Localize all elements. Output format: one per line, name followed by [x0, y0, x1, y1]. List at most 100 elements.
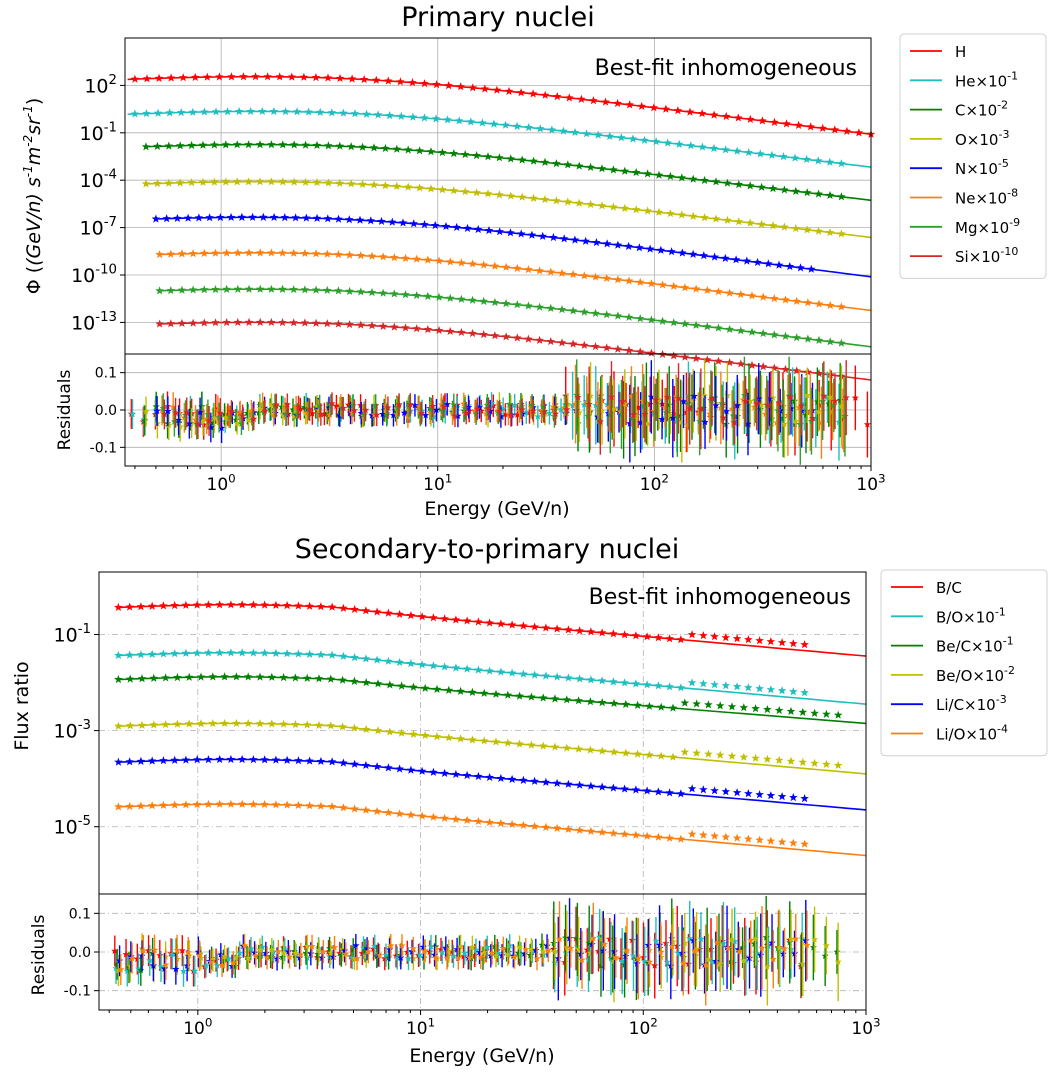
data-point: [196, 719, 206, 728]
residual-point: [589, 934, 597, 942]
data-point: [825, 337, 835, 346]
residual-point: [819, 397, 827, 405]
residual-point: [314, 406, 323, 414]
residual-point: [529, 407, 537, 414]
data-point: [432, 732, 442, 741]
data-point: [557, 305, 567, 314]
data-point: [460, 150, 470, 159]
data-point: [807, 264, 816, 273]
data-point: [200, 107, 209, 116]
data-point: [830, 125, 840, 134]
data-point: [564, 824, 573, 833]
residual-point: [742, 397, 750, 405]
x-tick-labels: 100 101 102 103: [108, 1010, 881, 1039]
data-point: [666, 209, 675, 218]
data-point: [628, 134, 638, 143]
residual-point: [528, 401, 536, 409]
data-point: [367, 251, 377, 260]
data-point: [300, 318, 310, 327]
data-point: [774, 260, 784, 269]
data-point: [356, 320, 366, 329]
data-point: [727, 751, 737, 760]
residual-point: [268, 945, 276, 953]
residual-point: [646, 400, 654, 408]
data-point: [575, 825, 584, 834]
data-point: [403, 145, 413, 154]
data-point: [385, 727, 395, 736]
data-point: [620, 829, 629, 838]
residual-point: [533, 954, 541, 962]
residual-tick-labels: 0.10.0-0.1: [90, 366, 125, 456]
data-point: [323, 214, 333, 223]
residual-point: [538, 406, 546, 414]
data-point: [302, 673, 312, 682]
residual-point: [267, 400, 275, 408]
residual-point: [432, 406, 441, 414]
data-point: [159, 800, 168, 809]
data-point: [249, 648, 258, 657]
residual-point: [696, 417, 704, 425]
data-point: [680, 747, 690, 756]
data-point: [204, 799, 213, 808]
data-point: [314, 720, 324, 729]
data-point: [758, 292, 768, 301]
data-point: [645, 701, 654, 710]
data-point: [516, 229, 526, 238]
data-point: [178, 73, 188, 82]
residual-point: [682, 408, 690, 416]
data-point: [282, 755, 292, 764]
residual-tick-label: 0.0: [95, 403, 117, 419]
data-point: [515, 739, 524, 748]
residual-point: [746, 397, 754, 405]
residual-point: [560, 404, 568, 411]
data-point: [575, 780, 584, 789]
data-point: [315, 107, 325, 116]
residual-point: [445, 947, 453, 955]
residual-point: [597, 962, 605, 969]
data-point: [631, 205, 641, 214]
residual-point: [263, 954, 271, 961]
residual-point: [319, 947, 327, 955]
data-point: [443, 115, 452, 124]
y-axis-label: Flux ratio: [11, 661, 33, 750]
data-point: [426, 147, 436, 156]
data-point: [125, 674, 135, 683]
data-point: [586, 697, 595, 706]
residual-point: [688, 403, 696, 411]
residual-point: [138, 952, 146, 959]
residual-point: [349, 946, 357, 953]
residual-point: [716, 960, 724, 968]
data-point: [326, 721, 336, 730]
data-point: [798, 707, 808, 716]
residual-point: [510, 953, 519, 961]
data-point: [355, 215, 365, 224]
residual-point: [281, 404, 289, 412]
data-point: [260, 755, 269, 764]
data-point: [745, 181, 755, 190]
residual-point: [605, 403, 613, 411]
data-point: [377, 216, 386, 225]
data-point: [837, 338, 846, 347]
residual-point: [596, 417, 604, 425]
residual-point: [184, 948, 192, 956]
data-point: [441, 221, 451, 230]
data-point: [755, 790, 764, 799]
residual-point: [744, 420, 752, 428]
residual-point: [208, 954, 216, 962]
residual-point: [813, 398, 821, 405]
residual-point: [122, 950, 130, 958]
data-point: [550, 742, 560, 751]
data-point: [159, 601, 168, 610]
data-point: [326, 674, 336, 683]
data-point: [366, 216, 376, 225]
data-point: [715, 750, 725, 759]
residual-point: [224, 954, 233, 962]
data-point: [232, 140, 242, 149]
data-point: [338, 722, 347, 731]
data-point: [205, 213, 214, 222]
data-point: [501, 262, 511, 271]
data-point: [755, 636, 764, 645]
data-point: [777, 837, 787, 846]
data-point: [621, 748, 631, 757]
data-point: [249, 799, 258, 808]
